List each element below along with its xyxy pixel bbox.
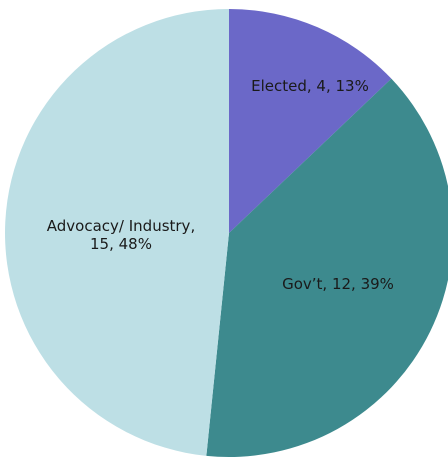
pie-labels: Elected, 4, 13% Gov’t, 12, 39% Advocacy/ I… [47, 77, 394, 293]
pie-slice-elected [229, 9, 392, 233]
slice-label-line: Advocacy/ Industry, [47, 217, 195, 235]
slice-label-line: Gov’t, 12, 39% [282, 275, 394, 293]
slice-label-advocacy-industry: Advocacy/ Industry, 15, 48% [47, 217, 195, 253]
slice-label-line: 15, 48% [90, 235, 152, 253]
pie-slice-advocacy-industry [5, 9, 229, 456]
slice-label-gov-t: Gov’t, 12, 39% [282, 275, 394, 293]
pie-slices [5, 9, 448, 457]
slice-label-elected: Elected, 4, 13% [251, 77, 369, 95]
pie-slice-gov-t [206, 78, 448, 457]
slice-label-line: Elected, 4, 13% [251, 77, 369, 95]
